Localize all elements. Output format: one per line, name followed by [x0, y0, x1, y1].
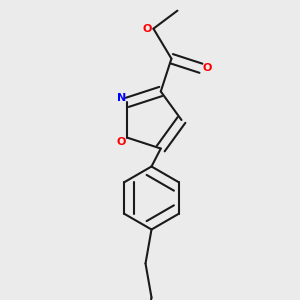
- Text: O: O: [143, 24, 152, 34]
- Text: O: O: [116, 137, 126, 147]
- Text: N: N: [116, 93, 126, 103]
- Text: O: O: [202, 63, 212, 73]
